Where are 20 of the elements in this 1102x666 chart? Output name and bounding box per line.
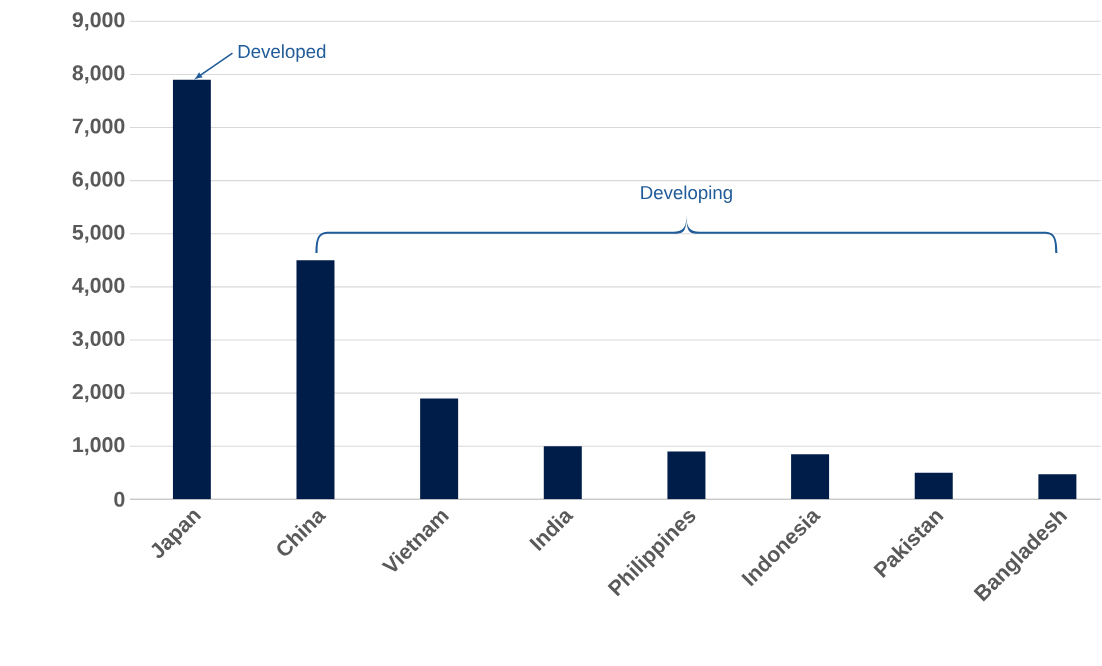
y-tick-label: 8,000 bbox=[72, 65, 125, 84]
bar bbox=[420, 398, 459, 500]
y-tick-label: 6,000 bbox=[72, 171, 125, 190]
bar bbox=[1038, 474, 1077, 500]
bar bbox=[172, 79, 211, 500]
bar bbox=[667, 451, 706, 500]
y-tick-label: 1,000 bbox=[73, 437, 125, 456]
y-tick-label: 7,000 bbox=[72, 118, 125, 137]
y-tick-label: 2,000 bbox=[72, 384, 125, 403]
y-tick-label: 5,000 bbox=[72, 224, 125, 243]
bar bbox=[296, 260, 335, 500]
annotation: Developing bbox=[641, 185, 732, 203]
bar bbox=[914, 472, 953, 500]
bar bbox=[791, 454, 830, 500]
bar bbox=[543, 446, 582, 500]
y-tick-label: 9,000 bbox=[72, 12, 125, 31]
y-tick-label: 4,000 bbox=[72, 277, 125, 296]
annotation: Developed bbox=[238, 44, 326, 62]
y-tick-label: 3,000 bbox=[72, 330, 125, 350]
y-tick-label: 0 bbox=[114, 491, 125, 507]
